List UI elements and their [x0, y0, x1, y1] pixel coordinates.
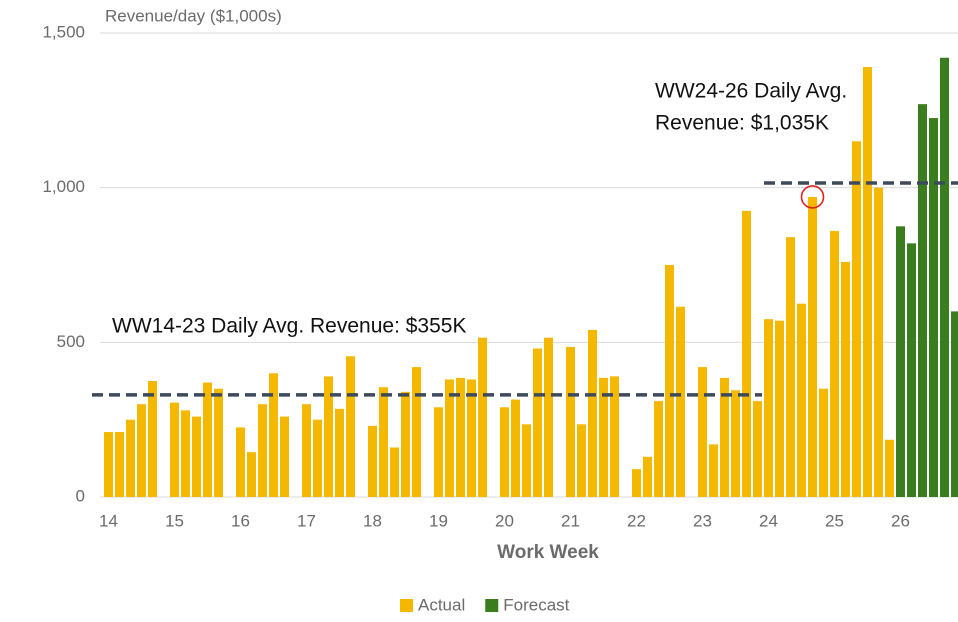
bar — [478, 337, 487, 497]
bar — [467, 379, 476, 497]
bar — [852, 141, 861, 497]
bar — [709, 444, 718, 497]
bar — [753, 401, 762, 497]
y-tick-label: 0 — [76, 486, 85, 505]
bar — [885, 439, 894, 497]
bar — [247, 452, 256, 497]
bar — [610, 376, 619, 497]
x-tick-label: 22 — [627, 511, 646, 530]
bar — [104, 432, 113, 497]
bar — [148, 381, 157, 497]
bar — [797, 303, 806, 497]
bar — [632, 469, 641, 497]
bar — [412, 367, 421, 497]
bar — [192, 416, 201, 497]
legend-label: Forecast — [503, 595, 569, 614]
x-tick-label: 14 — [99, 511, 118, 530]
bar — [445, 379, 454, 497]
bar — [720, 377, 729, 497]
bar — [390, 447, 399, 497]
bar — [775, 320, 784, 497]
bar — [181, 410, 190, 497]
bars — [104, 57, 958, 498]
x-tick-label: 16 — [231, 511, 250, 530]
y-tick-label: 1,000 — [42, 177, 85, 196]
bar — [214, 388, 223, 497]
bar — [863, 67, 872, 497]
x-axis-label: Work Week — [497, 542, 599, 563]
x-tick-label: 25 — [825, 511, 844, 530]
x-tick-label: 15 — [165, 511, 184, 530]
bar — [643, 456, 652, 497]
highlight-circle — [800, 185, 825, 209]
bar — [940, 57, 949, 497]
bar — [137, 404, 146, 497]
x-tick-label: 20 — [495, 511, 514, 530]
bar — [368, 425, 377, 497]
annotation: WW14-23 Daily Avg. Revenue: $355K — [112, 314, 466, 337]
y-tick-label: 500 — [57, 332, 85, 351]
bar — [676, 306, 685, 497]
bar — [522, 424, 531, 497]
bar — [269, 373, 278, 497]
bar — [764, 319, 773, 497]
bar — [379, 387, 388, 497]
bar — [599, 377, 608, 497]
x-tick-label: 18 — [363, 511, 382, 530]
bar — [907, 243, 916, 497]
x-tick-label: 19 — [429, 511, 448, 530]
bar — [324, 376, 333, 497]
bar — [808, 196, 817, 498]
bar — [841, 261, 850, 497]
bar — [346, 356, 355, 497]
bar — [588, 329, 597, 497]
y-axis-label: Revenue/day ($1,000s) — [105, 6, 282, 25]
bar — [511, 399, 520, 497]
annotation: Revenue: $1,035K — [655, 112, 829, 135]
bar — [335, 408, 344, 497]
annotation: WW24-26 Daily Avg. — [655, 80, 847, 103]
bar — [698, 367, 707, 497]
bar — [236, 427, 245, 497]
bar — [654, 401, 663, 497]
bar — [577, 424, 586, 497]
legend-swatch — [400, 599, 413, 612]
bar — [126, 419, 135, 497]
bar — [456, 377, 465, 497]
bar — [786, 237, 795, 497]
bar — [918, 104, 927, 497]
bar — [896, 226, 905, 498]
bar — [951, 311, 958, 497]
bar — [566, 346, 575, 497]
x-tick-label: 17 — [297, 511, 316, 530]
bar — [401, 391, 410, 497]
bar — [731, 390, 740, 497]
bar — [929, 118, 938, 498]
x-tick-label: 21 — [561, 511, 580, 530]
x-tick-label: 26 — [891, 511, 910, 530]
bar — [500, 407, 509, 497]
bar — [302, 404, 311, 497]
bar — [258, 404, 267, 497]
bar — [170, 402, 179, 497]
legend-swatch — [485, 599, 499, 612]
bar — [313, 419, 322, 497]
y-tick-label: 1,500 — [42, 22, 85, 41]
bar — [819, 388, 828, 497]
bar — [533, 348, 542, 497]
bar — [874, 187, 883, 497]
legend-label: Actual — [418, 595, 465, 614]
bar — [115, 432, 124, 497]
bar — [280, 416, 289, 497]
x-tick-label: 23 — [693, 511, 712, 530]
bar — [544, 337, 553, 497]
x-tick-label: 24 — [759, 511, 778, 530]
bar — [830, 230, 839, 497]
bar — [742, 210, 751, 497]
bar — [203, 382, 212, 497]
bar — [665, 265, 674, 497]
bar — [434, 407, 443, 497]
